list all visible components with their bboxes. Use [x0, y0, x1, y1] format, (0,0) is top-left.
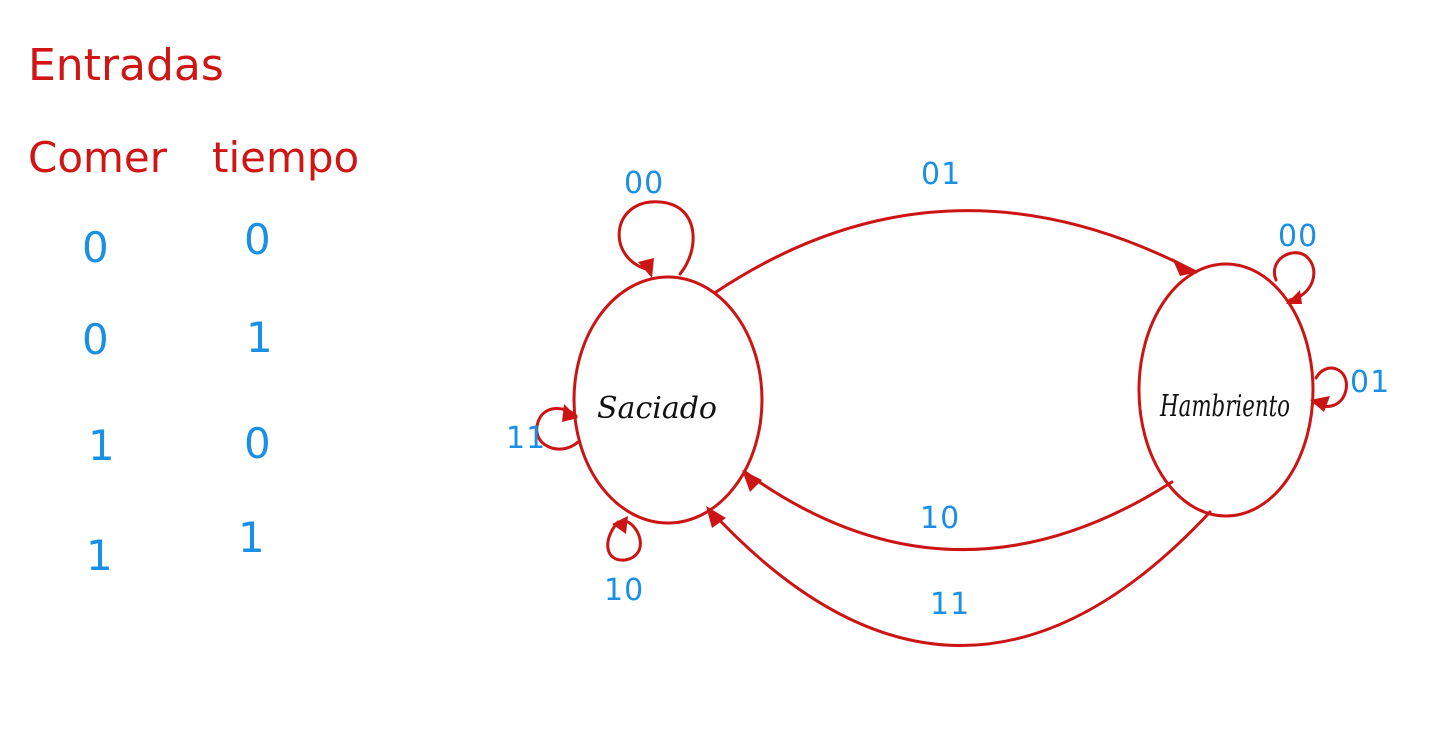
edge-saciado-self-left	[535, 407, 580, 451]
arrowhead-saciado-self-bottom	[612, 516, 628, 534]
transition-hambriento-to-saciado-lower: 11	[706, 506, 1212, 647]
transition-hambriento-self-right: 01	[1310, 365, 1390, 412]
edge-saciado-to-hambriento	[714, 209, 1198, 294]
row-4-comer: 1	[86, 531, 113, 580]
label-saciado-self-bottom: 10	[604, 573, 644, 608]
row-3-tiempo: 0	[244, 419, 271, 468]
state-saciado-label: Saciado	[597, 391, 717, 426]
edge-hambriento-to-saciado-lower	[708, 508, 1212, 647]
edge-saciado-self-top	[617, 200, 695, 276]
transition-saciado-self-left: 11	[506, 404, 580, 456]
state-hambriento: Hambriento	[1137, 262, 1315, 518]
label-saciado-self-left: 11	[506, 421, 546, 456]
edge-hambriento-to-saciado-upper	[743, 470, 1174, 552]
arrowhead-hambriento-to-saciado-lower	[706, 506, 726, 528]
header-tiempo: tiempo	[212, 133, 359, 182]
arrowhead-saciado-self-top	[638, 258, 654, 278]
row-3-comer: 1	[88, 421, 115, 470]
state-hambriento-label: Hambriento	[1159, 389, 1290, 424]
transition-hambriento-to-saciado-upper: 10	[742, 470, 1174, 552]
row-2-tiempo: 1	[246, 313, 273, 362]
label-hambriento-self-top: 00	[1278, 219, 1318, 254]
transition-saciado-self-top: 00	[617, 166, 695, 278]
state-hambriento-circle	[1137, 262, 1315, 518]
row-2-comer: 0	[82, 315, 109, 364]
arrowhead-hambriento-to-saciado-upper	[742, 470, 762, 492]
label-hambriento-to-saciado-lower: 11	[930, 587, 970, 622]
arrowhead-saciado-self-left	[562, 404, 578, 422]
label-saciado-self-top: 00	[624, 166, 664, 201]
row-4-tiempo: 1	[238, 513, 265, 562]
edge-hambriento-self-top	[1272, 251, 1316, 302]
label-saciado-to-hambriento: 01	[921, 157, 961, 192]
row-1-tiempo: 0	[244, 215, 271, 264]
header-comer: Comer	[28, 133, 168, 182]
label-hambriento-to-saciado-upper: 10	[920, 501, 960, 536]
inputs-table: Entradas Comer tiempo 0 0 0 1 1 0 1 1	[28, 40, 359, 580]
row-1-comer: 0	[82, 223, 109, 272]
transition-saciado-to-hambriento: 01	[714, 157, 1198, 294]
state-saciado: Saciado	[572, 275, 764, 525]
state-saciado-circle	[572, 275, 764, 525]
label-hambriento-self-right: 01	[1350, 365, 1390, 400]
transition-saciado-self-bottom: 10	[604, 516, 644, 608]
arrowhead-saciado-to-hambriento	[1172, 258, 1198, 276]
edge-saciado-self-bottom	[606, 520, 642, 562]
inputs-title: Entradas	[28, 40, 224, 91]
transition-hambriento-self-top: 00	[1272, 219, 1318, 304]
arrowhead-hambriento-self-top	[1286, 290, 1302, 304]
arrowhead-hambriento-self-right	[1310, 396, 1330, 412]
